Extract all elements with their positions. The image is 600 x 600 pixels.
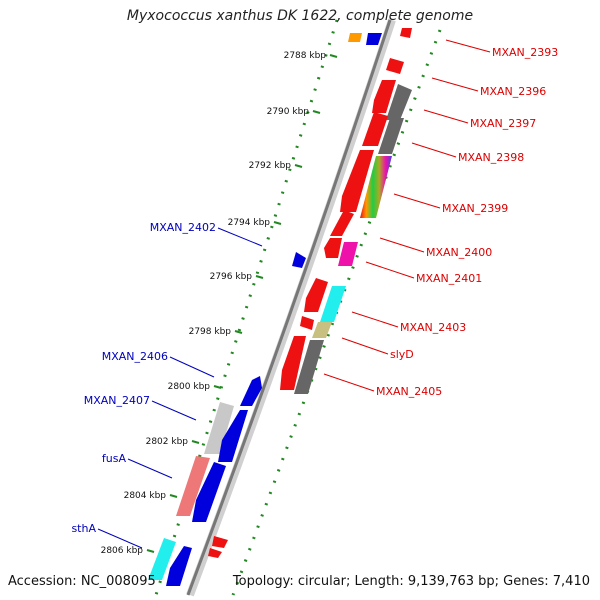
tick-mark: [273, 221, 282, 225]
tick-label: 2792 kbp: [249, 161, 292, 171]
gene-mxan-2400: [330, 210, 354, 236]
tick-label: 2796 kbp: [210, 272, 253, 282]
gene-label[interactable]: fusA: [102, 452, 127, 465]
tick-label: 2802 kbp: [146, 437, 189, 447]
tick-mark: [312, 110, 321, 114]
gene-red-small: [300, 316, 314, 330]
gene-blue-4: [166, 546, 192, 586]
gene-label[interactable]: MXAN_2406: [102, 350, 168, 363]
gene-mxan-2398: [340, 150, 374, 212]
tick-mark: [146, 549, 155, 553]
gene-mxan-2405: [280, 336, 306, 390]
gene-label[interactable]: MXAN_2405: [376, 385, 442, 398]
gene-labels-left: MXAN_2402 MXAN_2406 MXAN_2407 fusA sthA: [71, 221, 216, 535]
gene-features: [148, 28, 412, 586]
tick-label: 2806 kbp: [101, 546, 144, 556]
gene-stha: [148, 538, 176, 580]
gene-mxan-2396b: [386, 84, 412, 120]
gene-label[interactable]: MXAN_2401: [416, 272, 482, 285]
tick-label: 2794 kbp: [228, 218, 271, 228]
gene-mxan-2399: [360, 156, 392, 218]
gene-mxan-2397b: [378, 118, 404, 154]
gene-fusa: [176, 456, 210, 516]
tick-marks: [146, 54, 338, 553]
gene-mxan-2403: [304, 278, 328, 312]
label-leaders: [97, 39, 491, 549]
tick-mark: [255, 275, 264, 279]
genome-backbone: [186, 18, 396, 597]
gene-magenta: [338, 242, 358, 266]
gene-mxan-2397: [362, 112, 388, 146]
map-title: Myxococcus xanthus DK 1622, complete gen…: [126, 8, 474, 24]
tick-label: 2800 kbp: [168, 382, 211, 392]
gene-blue-3: [192, 462, 226, 522]
gene-mxan-2405b: [294, 340, 324, 394]
gene-mxan-2393: [386, 58, 404, 74]
gene-slyd: [312, 322, 332, 338]
gene-mxan-2401: [324, 238, 342, 258]
gene-red-low-1: [212, 536, 228, 548]
gene-cyan-1: [320, 286, 346, 322]
gene-mxan-2396: [372, 80, 396, 113]
gene-labels-right: MXAN_2393 MXAN_2396 MXAN_2397 MXAN_2398 …: [376, 46, 558, 398]
tick-mark: [234, 330, 243, 334]
gene-red-low-2: [208, 548, 222, 558]
gene-mxan-2402: [292, 252, 306, 268]
gene-mxan-2406: [240, 376, 262, 406]
tick-label: 2788 kbp: [284, 51, 327, 61]
tick-mark: [169, 494, 178, 498]
gene-label[interactable]: slyD: [390, 348, 414, 361]
gene-label[interactable]: MXAN_2396: [480, 85, 546, 98]
tick-mark: [329, 54, 338, 58]
gene-label[interactable]: MXAN_2402: [150, 221, 216, 234]
accession-text: Accession: NC_008095: [8, 574, 156, 589]
gene-blue-2: [218, 410, 248, 462]
gene-label[interactable]: MXAN_2407: [84, 394, 150, 407]
genome-backbone-core: [186, 19, 392, 596]
gene-label[interactable]: MXAN_2400: [426, 246, 492, 259]
gene-mxan-2407: [204, 402, 234, 454]
tick-label: 2804 kbp: [124, 491, 167, 501]
tick-track-left: [154, 19, 339, 596]
tick-labels: 2788 kbp 2790 kbp 2792 kbp 2794 kbp 2796…: [101, 51, 327, 556]
tick-mark: [213, 385, 222, 389]
gene-orange: [348, 33, 362, 42]
gene-red-top: [400, 28, 412, 38]
summary-text: Topology: circular; Length: 9,139,763 bp…: [232, 574, 590, 589]
gene-label[interactable]: MXAN_2393: [492, 46, 558, 59]
tick-label: 2798 kbp: [189, 327, 232, 337]
gene-label[interactable]: sthA: [71, 522, 96, 535]
gene-label[interactable]: MXAN_2398: [458, 151, 524, 164]
tick-mark: [191, 440, 200, 444]
gene-blue-top: [366, 33, 382, 45]
gene-label[interactable]: MXAN_2403: [400, 321, 466, 334]
gene-label[interactable]: MXAN_2397: [470, 117, 536, 130]
tick-mark: [294, 164, 303, 168]
gene-label[interactable]: MXAN_2399: [442, 202, 508, 215]
tick-label: 2790 kbp: [267, 107, 310, 117]
